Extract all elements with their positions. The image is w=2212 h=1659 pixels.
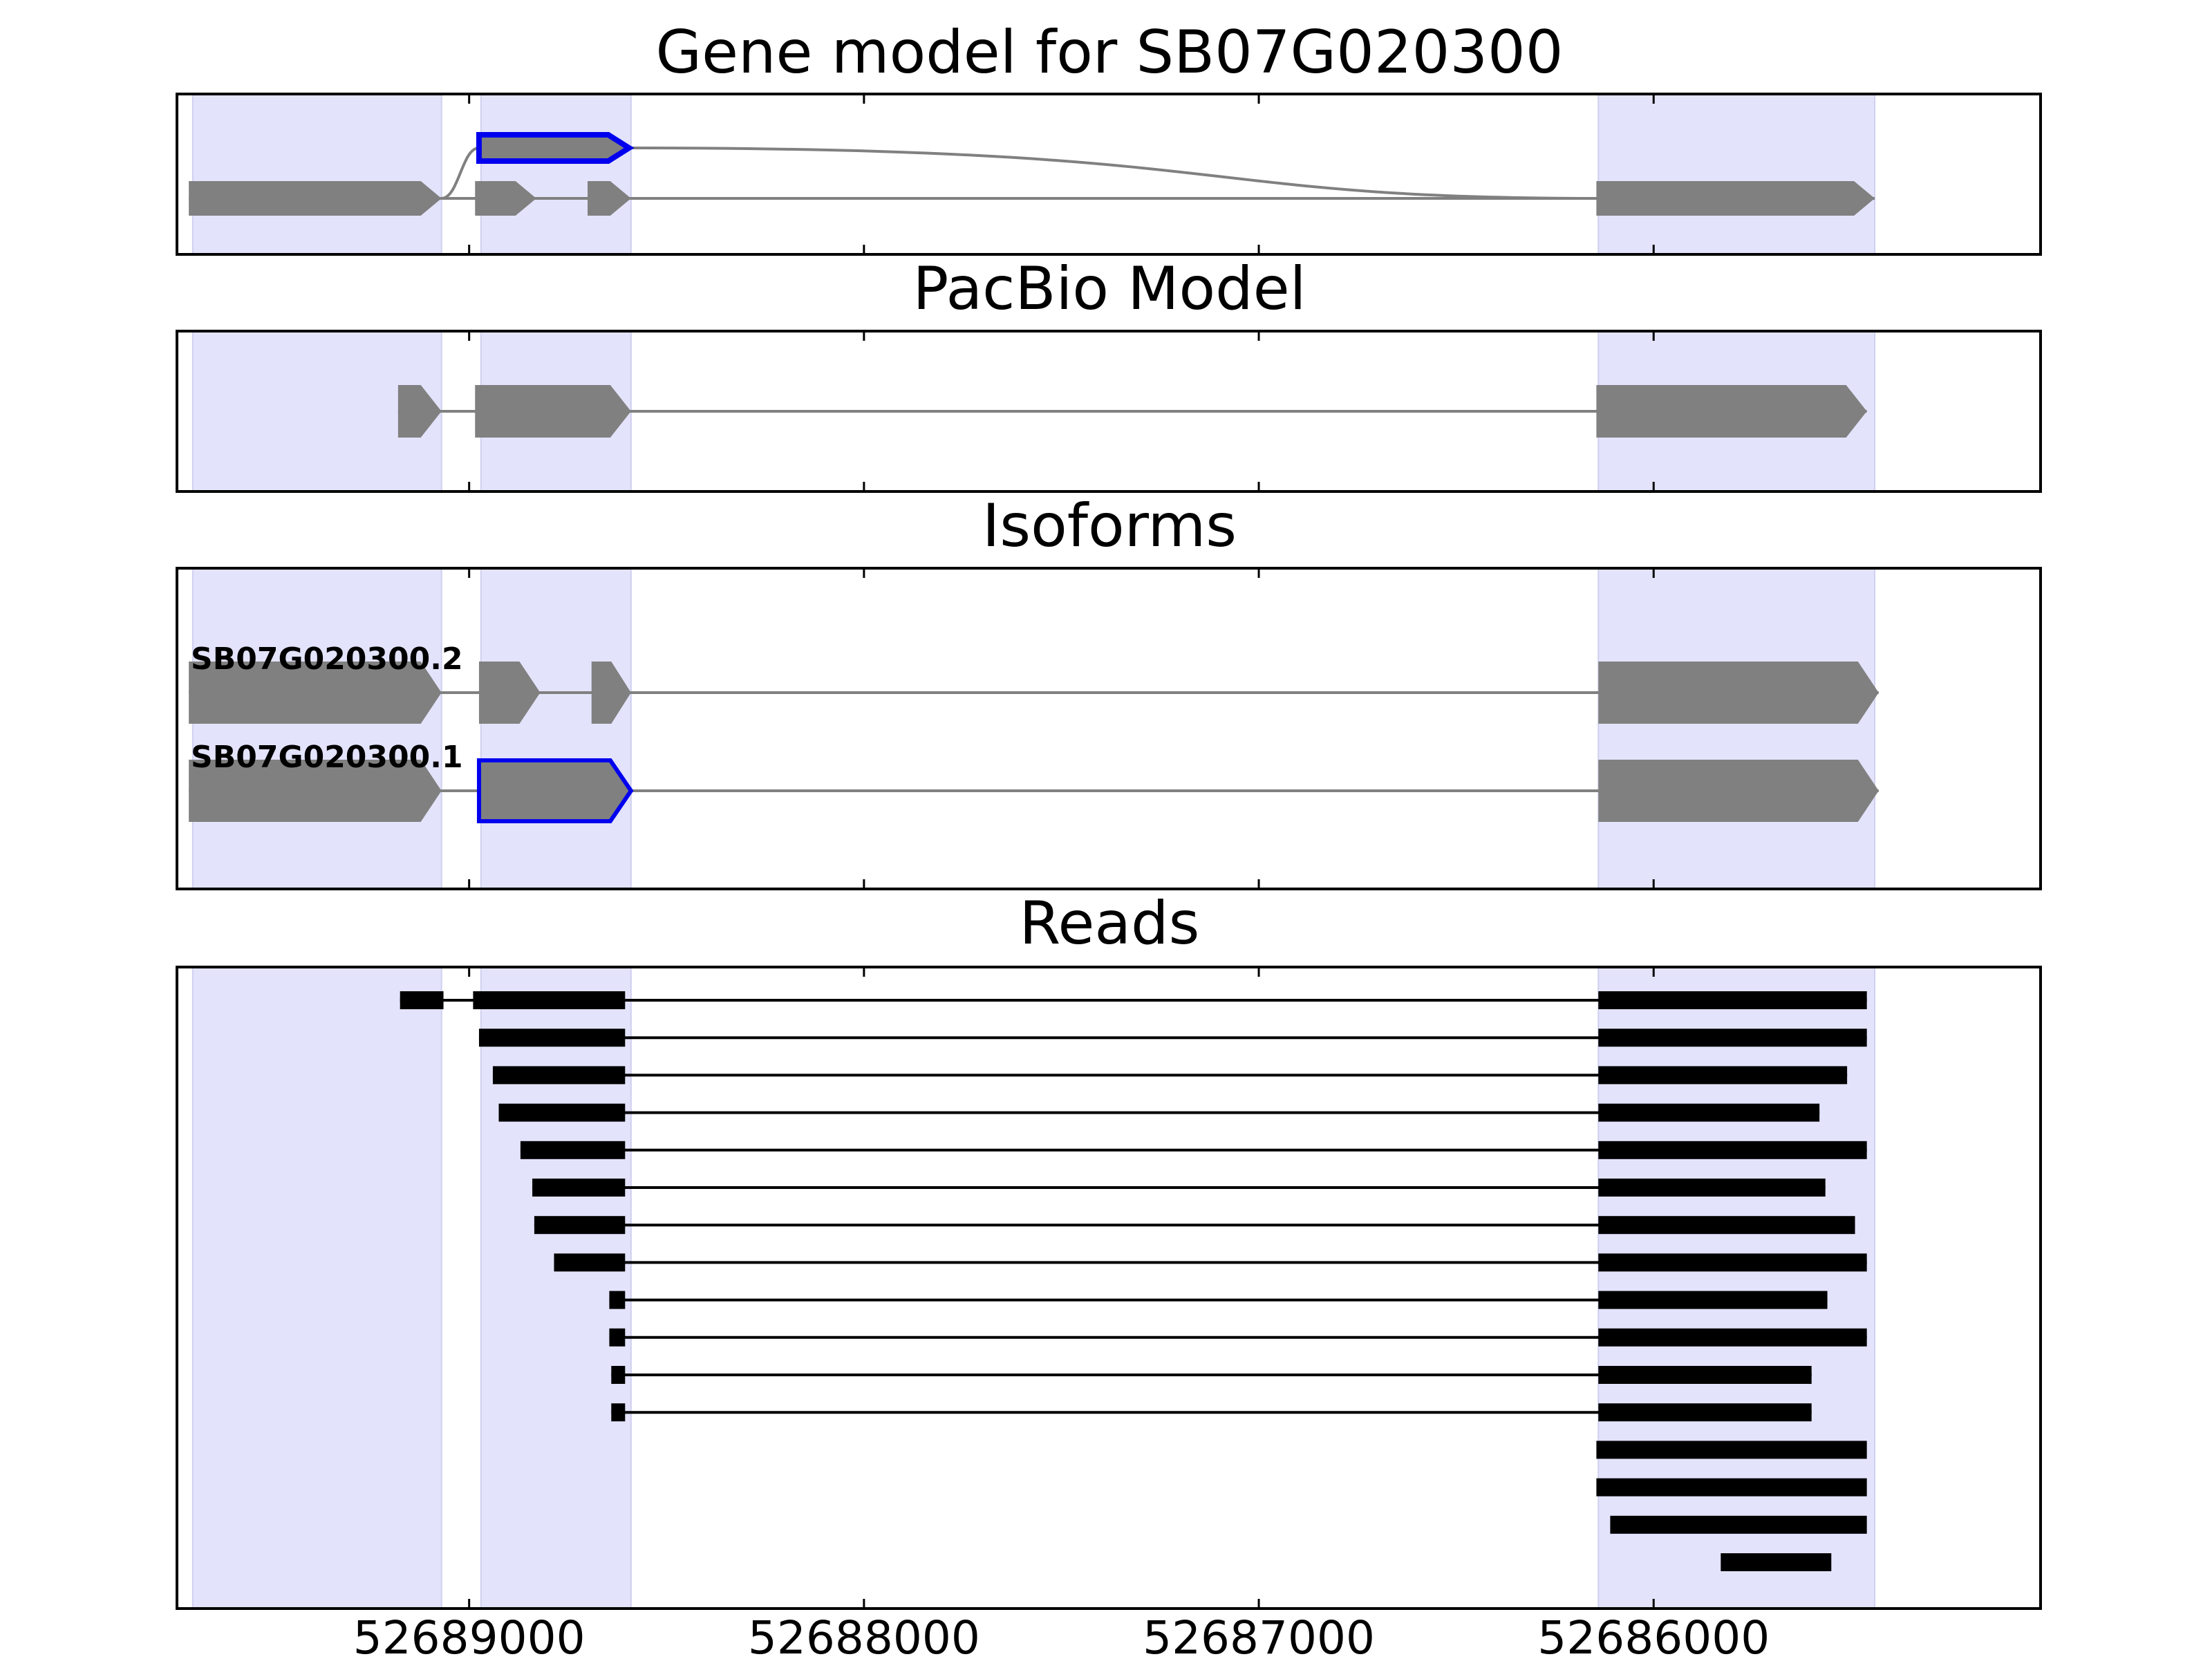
isoform-label-1: SB07G020300.1 [191,740,463,775]
read-block-4-1 [1598,1141,1867,1159]
read-block-5-1 [1598,1179,1826,1197]
shaded-region-2-2 [1597,568,1876,890]
exon-1-0-0 [397,385,442,438]
shaded-region-0-2 [1597,93,1876,255]
reads-plot [176,966,2042,1610]
read-block-8-0 [609,1291,626,1309]
isoforms-plot: SB07G020300.2 SB07G020300.1 [176,567,2042,890]
read-block-9-0 [609,1328,626,1347]
read-block-1-0 [478,1029,626,1047]
read-block-6-1 [1598,1216,1855,1235]
gene-model-title: Gene model for SB07G020300 [656,18,1564,87]
x-tick-label-2: 52687000 [1143,1611,1375,1659]
exon-0-1-2 [588,181,631,216]
exon-2-1-0 [189,760,442,822]
exon-highlight-0-0-0 [476,132,635,164]
read-block-15-0 [1721,1553,1832,1571]
panel-reads: Reads [176,889,2042,1610]
exon-2-0-0 [189,662,442,724]
exon-2-0-1 [478,662,541,724]
read-block-3-0 [498,1103,626,1122]
exon-1-0-1 [475,385,631,438]
read-block-8-1 [1598,1291,1828,1309]
panel-pacbio: PacBio Model [176,254,2042,493]
shaded-region-0-1 [480,93,632,255]
shaded-region-3-0 [191,966,442,1609]
shaded-region-3-2 [1597,966,1876,1609]
x-axis: 52689000 52688000 52687000 52686000 [353,1611,1770,1659]
reads-title: Reads [1020,889,1200,958]
read-block-14-0 [1610,1515,1867,1534]
exon-2-0-3 [1598,662,1879,724]
read-block-3-1 [1598,1103,1820,1122]
junction-curve-right [629,147,1597,200]
isoform-label-2: SB07G020300.2 [191,641,463,677]
gene-model-plot [176,93,2042,256]
exon-0-1-1 [475,181,536,216]
shaded-region-2-0 [191,568,442,890]
junction-curve-left [441,147,480,200]
exon-0-1-0 [189,181,442,216]
exon-2-0-2 [591,662,631,724]
shaded-region-0-0 [191,93,442,255]
read-block-0-0 [400,991,444,1009]
exon-0-1-3 [1596,181,1875,216]
read-block-7-1 [1598,1253,1867,1272]
x-tick-label-1: 52688000 [748,1611,980,1659]
read-block-9-1 [1598,1328,1867,1347]
plot-frame-0 [176,93,2042,256]
plot-frame-2 [176,567,2042,890]
pacbio-plot [176,330,2042,493]
read-block-4-0 [520,1141,626,1159]
x-tick-label-3: 52686000 [1537,1611,1770,1659]
pacbio-title: PacBio Model [912,254,1306,324]
panel-gene-model: Gene model for SB07G020300 [176,18,2042,256]
read-block-2-1 [1598,1066,1848,1085]
read-block-12-0 [1596,1441,1867,1459]
read-block-10-0 [611,1366,626,1384]
read-block-13-0 [1596,1478,1867,1497]
plot-frame-3 [176,966,2042,1610]
read-block-5-0 [532,1179,626,1197]
panel-isoforms: Isoforms SB07G020300.2 SB07G020300.1 [176,491,2042,890]
exon-1-0-2 [1596,385,1867,438]
read-block-6-0 [534,1216,626,1235]
read-block-1-1 [1598,1029,1867,1047]
read-block-7-0 [554,1253,626,1272]
read-block-10-1 [1598,1366,1812,1384]
isoforms-title: Isoforms [982,491,1237,561]
read-block-0-2 [1598,991,1867,1009]
exon-highlight-2-1-1 [476,758,634,823]
read-block-11-1 [1598,1403,1812,1422]
read-block-0-1 [473,991,626,1009]
shaded-region-3-1 [480,966,632,1609]
read-block-11-0 [611,1403,626,1422]
shaded-region-2-1 [480,568,632,890]
exon-2-1-2 [1598,760,1879,822]
x-tick-label-0: 52689000 [353,1611,585,1659]
plot-frame-1 [176,330,2042,493]
read-block-2-0 [492,1066,626,1085]
